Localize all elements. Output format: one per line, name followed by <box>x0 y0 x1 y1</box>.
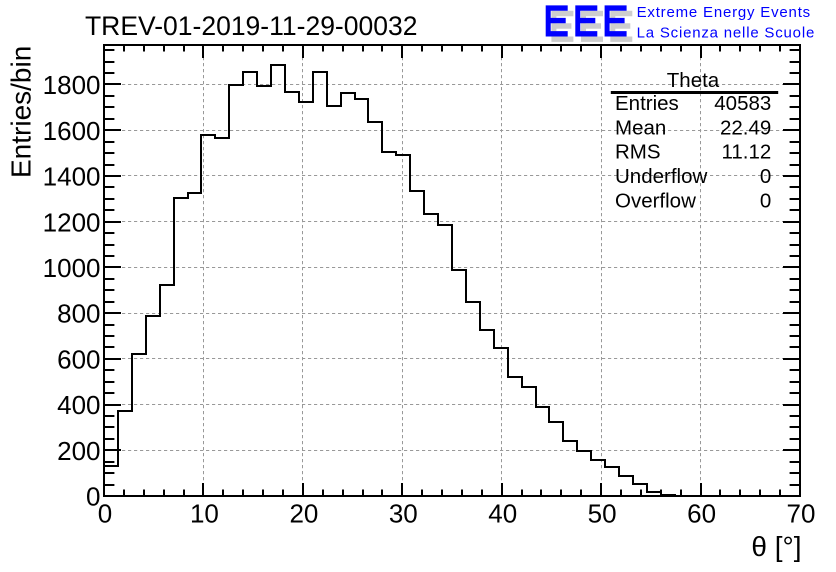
svg-text:Entries: Entries <box>615 92 679 115</box>
svg-text:θ [°]: θ [°] <box>751 531 801 562</box>
svg-text:200: 200 <box>57 436 100 466</box>
svg-text:Theta: Theta <box>667 69 720 92</box>
svg-text:RMS: RMS <box>615 141 661 164</box>
svg-text:1800: 1800 <box>43 70 101 100</box>
svg-text:40583: 40583 <box>714 92 771 115</box>
svg-text:50: 50 <box>588 499 617 529</box>
svg-text:TREV-01-2019-11-29-00032: TREV-01-2019-11-29-00032 <box>85 11 417 41</box>
svg-text:0: 0 <box>760 165 771 188</box>
svg-text:1400: 1400 <box>43 162 101 192</box>
svg-text:22.49: 22.49 <box>720 116 771 139</box>
svg-text:Underflow: Underflow <box>615 165 707 188</box>
svg-text:40: 40 <box>488 499 517 529</box>
svg-text:Mean: Mean <box>615 116 666 139</box>
svg-text:11.12: 11.12 <box>722 141 772 164</box>
svg-text:400: 400 <box>57 390 100 420</box>
svg-text:10: 10 <box>190 499 219 529</box>
svg-text:60: 60 <box>687 499 716 529</box>
svg-text:1000: 1000 <box>43 253 101 283</box>
svg-text:Overflow: Overflow <box>615 189 696 212</box>
svg-text:20: 20 <box>289 499 318 529</box>
svg-text:30: 30 <box>389 499 418 529</box>
svg-text:1600: 1600 <box>43 116 101 146</box>
svg-text:La Scienza nelle Scuole: La Scienza nelle Scuole <box>637 24 816 41</box>
svg-text:0: 0 <box>86 482 100 512</box>
svg-text:800: 800 <box>57 299 100 329</box>
svg-text:600: 600 <box>57 344 100 374</box>
svg-text:70: 70 <box>787 499 816 529</box>
svg-text:0: 0 <box>98 499 112 529</box>
svg-text:Extreme Energy Events: Extreme Energy Events <box>637 4 811 21</box>
svg-text:0: 0 <box>760 189 771 212</box>
svg-text:1200: 1200 <box>43 207 101 237</box>
svg-text:Entries/bin: Entries/bin <box>6 46 37 178</box>
